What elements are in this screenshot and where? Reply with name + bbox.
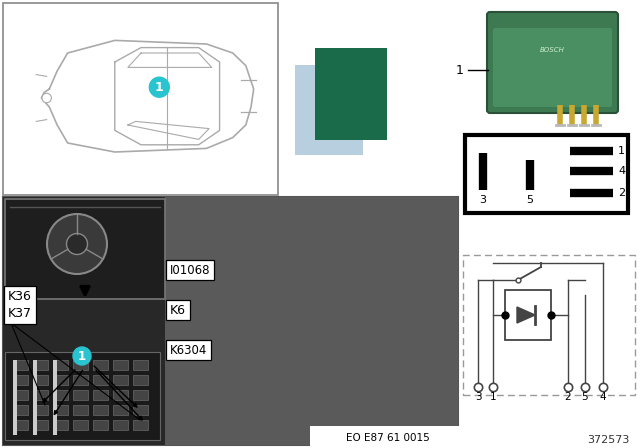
Bar — [133, 390, 148, 400]
Bar — [315, 48, 387, 140]
Bar — [73, 375, 88, 385]
Bar — [465, 135, 628, 213]
Circle shape — [73, 347, 91, 365]
Text: BOSCH: BOSCH — [540, 47, 565, 53]
Bar — [53, 375, 68, 385]
Bar — [113, 390, 128, 400]
Bar — [53, 420, 68, 430]
Bar — [33, 405, 48, 415]
Text: I01068: I01068 — [170, 263, 211, 276]
Text: 1: 1 — [456, 64, 464, 77]
Bar — [33, 360, 37, 435]
FancyBboxPatch shape — [487, 12, 618, 113]
Text: K36
K37: K36 K37 — [8, 290, 32, 320]
Bar — [33, 390, 48, 400]
Bar — [13, 420, 28, 430]
Bar — [133, 360, 148, 370]
Text: 4: 4 — [600, 392, 606, 402]
Text: 5: 5 — [582, 392, 588, 402]
Bar — [73, 405, 88, 415]
Text: 2: 2 — [564, 392, 572, 402]
Bar — [13, 360, 28, 370]
Bar — [33, 360, 48, 370]
Bar — [310, 426, 465, 448]
Bar — [73, 360, 88, 370]
FancyBboxPatch shape — [493, 28, 612, 107]
Bar — [133, 405, 148, 415]
Text: 1: 1 — [78, 349, 86, 362]
Polygon shape — [42, 40, 253, 152]
Bar — [13, 375, 28, 385]
Bar — [113, 375, 128, 385]
Polygon shape — [115, 47, 220, 145]
Circle shape — [149, 77, 170, 97]
Bar — [13, 360, 17, 435]
Bar — [93, 390, 108, 400]
Text: 3: 3 — [479, 195, 486, 205]
Bar — [113, 405, 128, 415]
Bar — [53, 390, 68, 400]
Bar — [33, 420, 48, 430]
Bar — [93, 405, 108, 415]
Bar — [73, 390, 88, 400]
Text: EO E87 61 0015: EO E87 61 0015 — [346, 433, 430, 443]
Bar — [3, 3, 278, 195]
Text: 2: 2 — [618, 188, 625, 198]
Bar — [113, 420, 128, 430]
Text: 372573: 372573 — [588, 435, 630, 445]
Circle shape — [67, 233, 88, 254]
Bar — [165, 197, 458, 445]
Bar — [3, 197, 165, 445]
Text: K6: K6 — [170, 303, 186, 316]
Bar — [13, 405, 28, 415]
Text: 5: 5 — [527, 195, 534, 205]
Circle shape — [47, 214, 107, 274]
Text: 1: 1 — [618, 146, 625, 156]
Bar — [73, 420, 88, 430]
Bar — [53, 405, 68, 415]
Bar — [5, 352, 160, 440]
Bar — [133, 375, 148, 385]
Bar — [463, 255, 635, 395]
Bar — [5, 199, 165, 299]
Polygon shape — [517, 307, 535, 323]
Text: 3: 3 — [475, 392, 481, 402]
Bar — [93, 420, 108, 430]
Bar — [295, 65, 363, 155]
Text: K6304: K6304 — [170, 344, 207, 357]
Text: 4: 4 — [618, 166, 625, 176]
Bar — [53, 360, 57, 435]
Bar — [113, 360, 128, 370]
Bar — [505, 290, 551, 340]
Bar — [3, 197, 458, 445]
Bar — [93, 375, 108, 385]
Bar — [133, 420, 148, 430]
Bar — [33, 375, 48, 385]
Text: 1: 1 — [490, 392, 496, 402]
Text: 1: 1 — [155, 81, 164, 94]
Bar — [93, 360, 108, 370]
Bar — [53, 360, 68, 370]
Bar — [13, 390, 28, 400]
Circle shape — [42, 93, 51, 103]
